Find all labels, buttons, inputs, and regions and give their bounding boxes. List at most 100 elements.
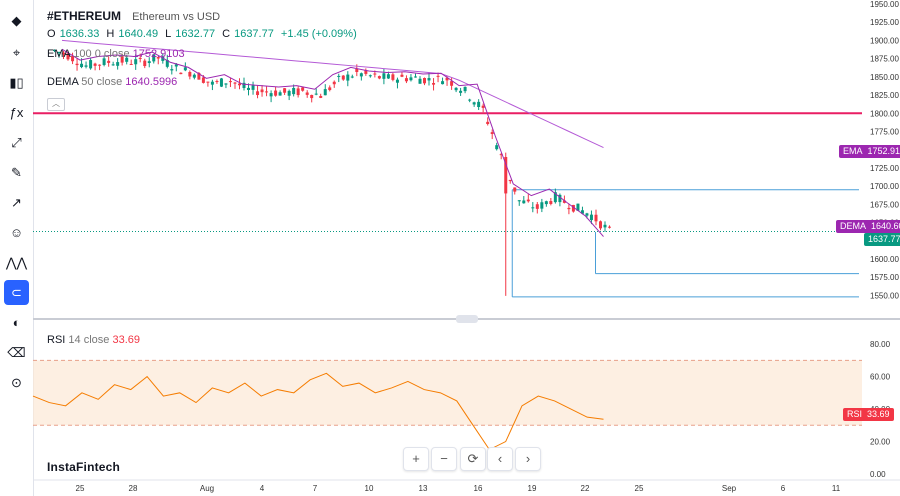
- time-axis-tick-label: 10: [365, 484, 374, 493]
- brush-icon[interactable]: ✎: [11, 164, 22, 180]
- reset-chart-button[interactable]: ⟳: [460, 447, 486, 471]
- pane-resize-handle: [456, 315, 478, 323]
- candle-body: [400, 74, 404, 77]
- candle-body: [134, 59, 138, 65]
- ohlc-o-label: O: [47, 28, 56, 40]
- candle-body: [129, 63, 133, 65]
- ema-legend-params: 100 0 close: [73, 48, 130, 60]
- candle-body: [409, 77, 413, 81]
- candle-body: [589, 214, 593, 221]
- zoom-in-button[interactable]: +: [403, 447, 429, 471]
- candle-body: [391, 74, 395, 80]
- rsi-legend[interactable]: RSI 14 close 33.69: [47, 334, 140, 346]
- arrow-icon[interactable]: ↗: [11, 194, 22, 210]
- scroll-right-button[interactable]: ›: [515, 447, 541, 471]
- candle-body: [377, 76, 381, 79]
- dema-legend-value: 1640.5996: [125, 76, 178, 88]
- rsi-band-fill: [33, 360, 862, 426]
- line-tool-icon[interactable]: ⤢: [11, 134, 22, 150]
- candle-body: [414, 76, 417, 78]
- candle-body: [454, 87, 458, 91]
- candle-body: [233, 82, 237, 84]
- eye-off-icon[interactable]: ◐: [12, 315, 21, 330]
- candle-body: [423, 78, 426, 84]
- candle-body: [265, 91, 269, 93]
- pattern-icon[interactable]: ⋀⋀: [5, 254, 28, 270]
- ema-badge-name: EMA: [843, 146, 863, 156]
- price-axis-tick-label: 1925.00: [870, 18, 899, 27]
- last-price-badge: 1637.77: [864, 233, 900, 246]
- candles-icon[interactable]: ▮▯: [9, 74, 24, 90]
- symbol-description: Ethereum vs USD: [132, 11, 221, 23]
- candle-body: [102, 58, 106, 65]
- candle-body: [210, 81, 214, 85]
- smile-icon[interactable]: ☺: [9, 225, 24, 240]
- price-axis-tick-label: 1825.00: [870, 91, 899, 100]
- trash-icon[interactable]: ⌫: [7, 344, 26, 360]
- ema-legend-label: EMA: [47, 48, 71, 60]
- candle-body: [174, 64, 178, 67]
- crosshair-icon[interactable]: ⌖: [12, 44, 21, 60]
- candle-body: [364, 70, 368, 74]
- candle-body: [526, 199, 530, 202]
- candle-body: [341, 75, 345, 80]
- candle-body: [504, 157, 508, 194]
- candle-body: [125, 57, 129, 62]
- candle-body: [608, 226, 611, 228]
- time-axis-tick-label: 11: [832, 484, 841, 493]
- candle-body: [161, 56, 165, 61]
- candle-body: [57, 52, 61, 54]
- camera-icon[interactable]: ⊙: [11, 374, 22, 390]
- ema-legend[interactable]: EMA 100 0 close 1752.9103: [47, 48, 185, 60]
- candle-body: [332, 81, 336, 85]
- candle-body: [107, 60, 111, 63]
- ethereum-logo-icon[interactable]: ◆: [11, 12, 22, 28]
- dema-line: [61, 48, 604, 237]
- candle-body: [278, 92, 282, 96]
- ohlc-c-label: C: [222, 28, 231, 40]
- candle-body: [219, 78, 223, 87]
- candle-body: [441, 81, 445, 85]
- candle-body: [355, 68, 359, 72]
- collapse-legend-button[interactable]: ︿: [47, 98, 65, 111]
- candle-body: [468, 99, 472, 101]
- candle-body: [571, 204, 575, 212]
- candle-body: [490, 132, 494, 135]
- time-axis-tick-label: 28: [129, 484, 138, 493]
- rsi-axis-tick-label: 80.00: [870, 340, 891, 349]
- candle-body: [247, 87, 250, 90]
- rsi-value-badge: RSI 33.69: [843, 408, 894, 421]
- candle-body: [310, 94, 314, 99]
- candle-body: [152, 54, 156, 62]
- price-axis-tick-label: 1950.00: [870, 0, 899, 9]
- candle-body: [292, 87, 296, 95]
- dema-legend[interactable]: DEMA 50 close 1640.5996: [47, 76, 177, 88]
- candle-body: [337, 75, 341, 77]
- zoom-out-button[interactable]: −: [431, 447, 457, 471]
- candle-body: [382, 73, 386, 79]
- candle-body: [314, 93, 318, 95]
- ohlc-l-label: L: [165, 28, 172, 40]
- candle-body: [436, 75, 440, 77]
- candle-body: [283, 88, 287, 93]
- candle-body: [260, 89, 264, 93]
- candle-body: [143, 60, 147, 67]
- last-price-value: 1637.77: [868, 234, 900, 244]
- candle-body: [368, 75, 372, 77]
- fx-icon[interactable]: ƒx: [9, 105, 24, 120]
- candle-body: [562, 200, 566, 203]
- price-axis-tick-label: 1900.00: [870, 36, 899, 45]
- scroll-left-button[interactable]: ‹: [487, 447, 513, 471]
- candle-body: [188, 72, 192, 77]
- candle-body: [359, 73, 363, 77]
- candle-body: [251, 85, 255, 90]
- candle-body: [427, 78, 431, 81]
- magnet-icon[interactable]: ⊂: [4, 280, 29, 305]
- candle-body: [98, 64, 102, 66]
- time-axis-tick-label: Sep: [722, 484, 737, 493]
- price-axis-tick-label: 1725.00: [870, 164, 899, 173]
- ohlc-readout: O 1636.33 H 1640.49 L 1632.77 C 1637.77 +1.4…: [47, 28, 361, 40]
- brand-watermark: InstaFintech: [47, 460, 121, 474]
- ema-line: [61, 39, 604, 149]
